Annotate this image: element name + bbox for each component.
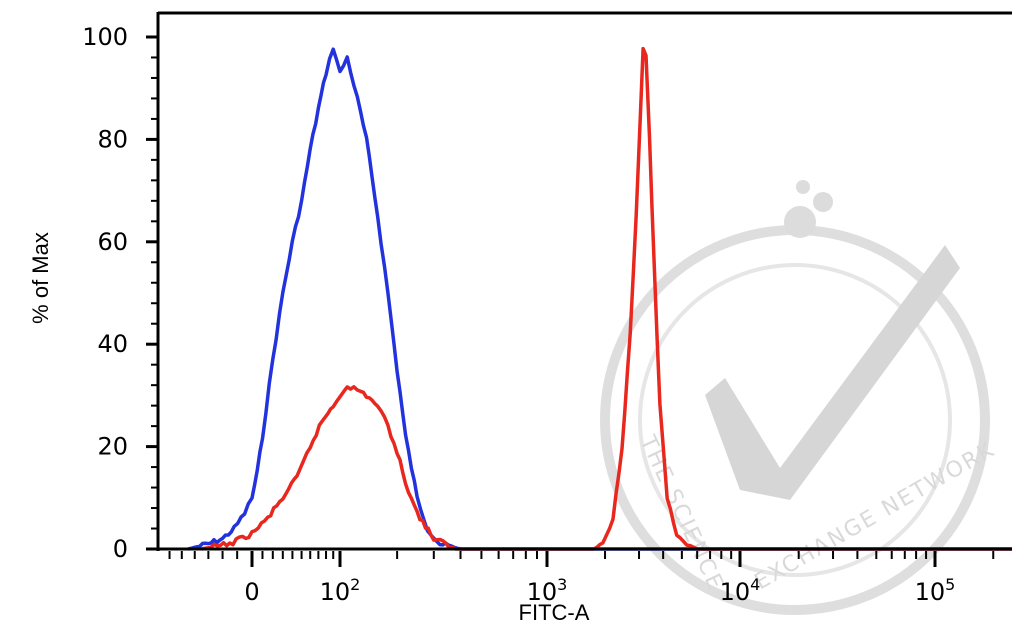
- x-tick-label: 102: [320, 575, 361, 606]
- watermark-check-icon: [705, 245, 960, 500]
- watermark-logo: THE SCIENCE EXCHANGE NETWORK: [605, 180, 1000, 610]
- x-axis-title: FITC-A: [519, 600, 590, 625]
- y-tick-label: 60: [97, 228, 128, 256]
- x-tick-label: 105: [915, 575, 956, 606]
- x-tick-label: 0: [244, 578, 259, 606]
- y-tick-label: 40: [97, 330, 128, 358]
- watermark-bubble-large: [784, 206, 816, 238]
- y-tick-label: 20: [97, 433, 128, 461]
- y-ticks: 0 20 40 60 80 100: [82, 23, 158, 563]
- y-tick-label: 0: [113, 535, 128, 563]
- y-tick-label: 100: [82, 23, 128, 51]
- y-axis-title: % of Max: [28, 232, 53, 324]
- watermark-bubble-small: [796, 180, 810, 194]
- y-tick-label: 80: [97, 125, 128, 153]
- watermark-bubble-medium: [813, 192, 833, 212]
- series-line-1: [188, 49, 1012, 549]
